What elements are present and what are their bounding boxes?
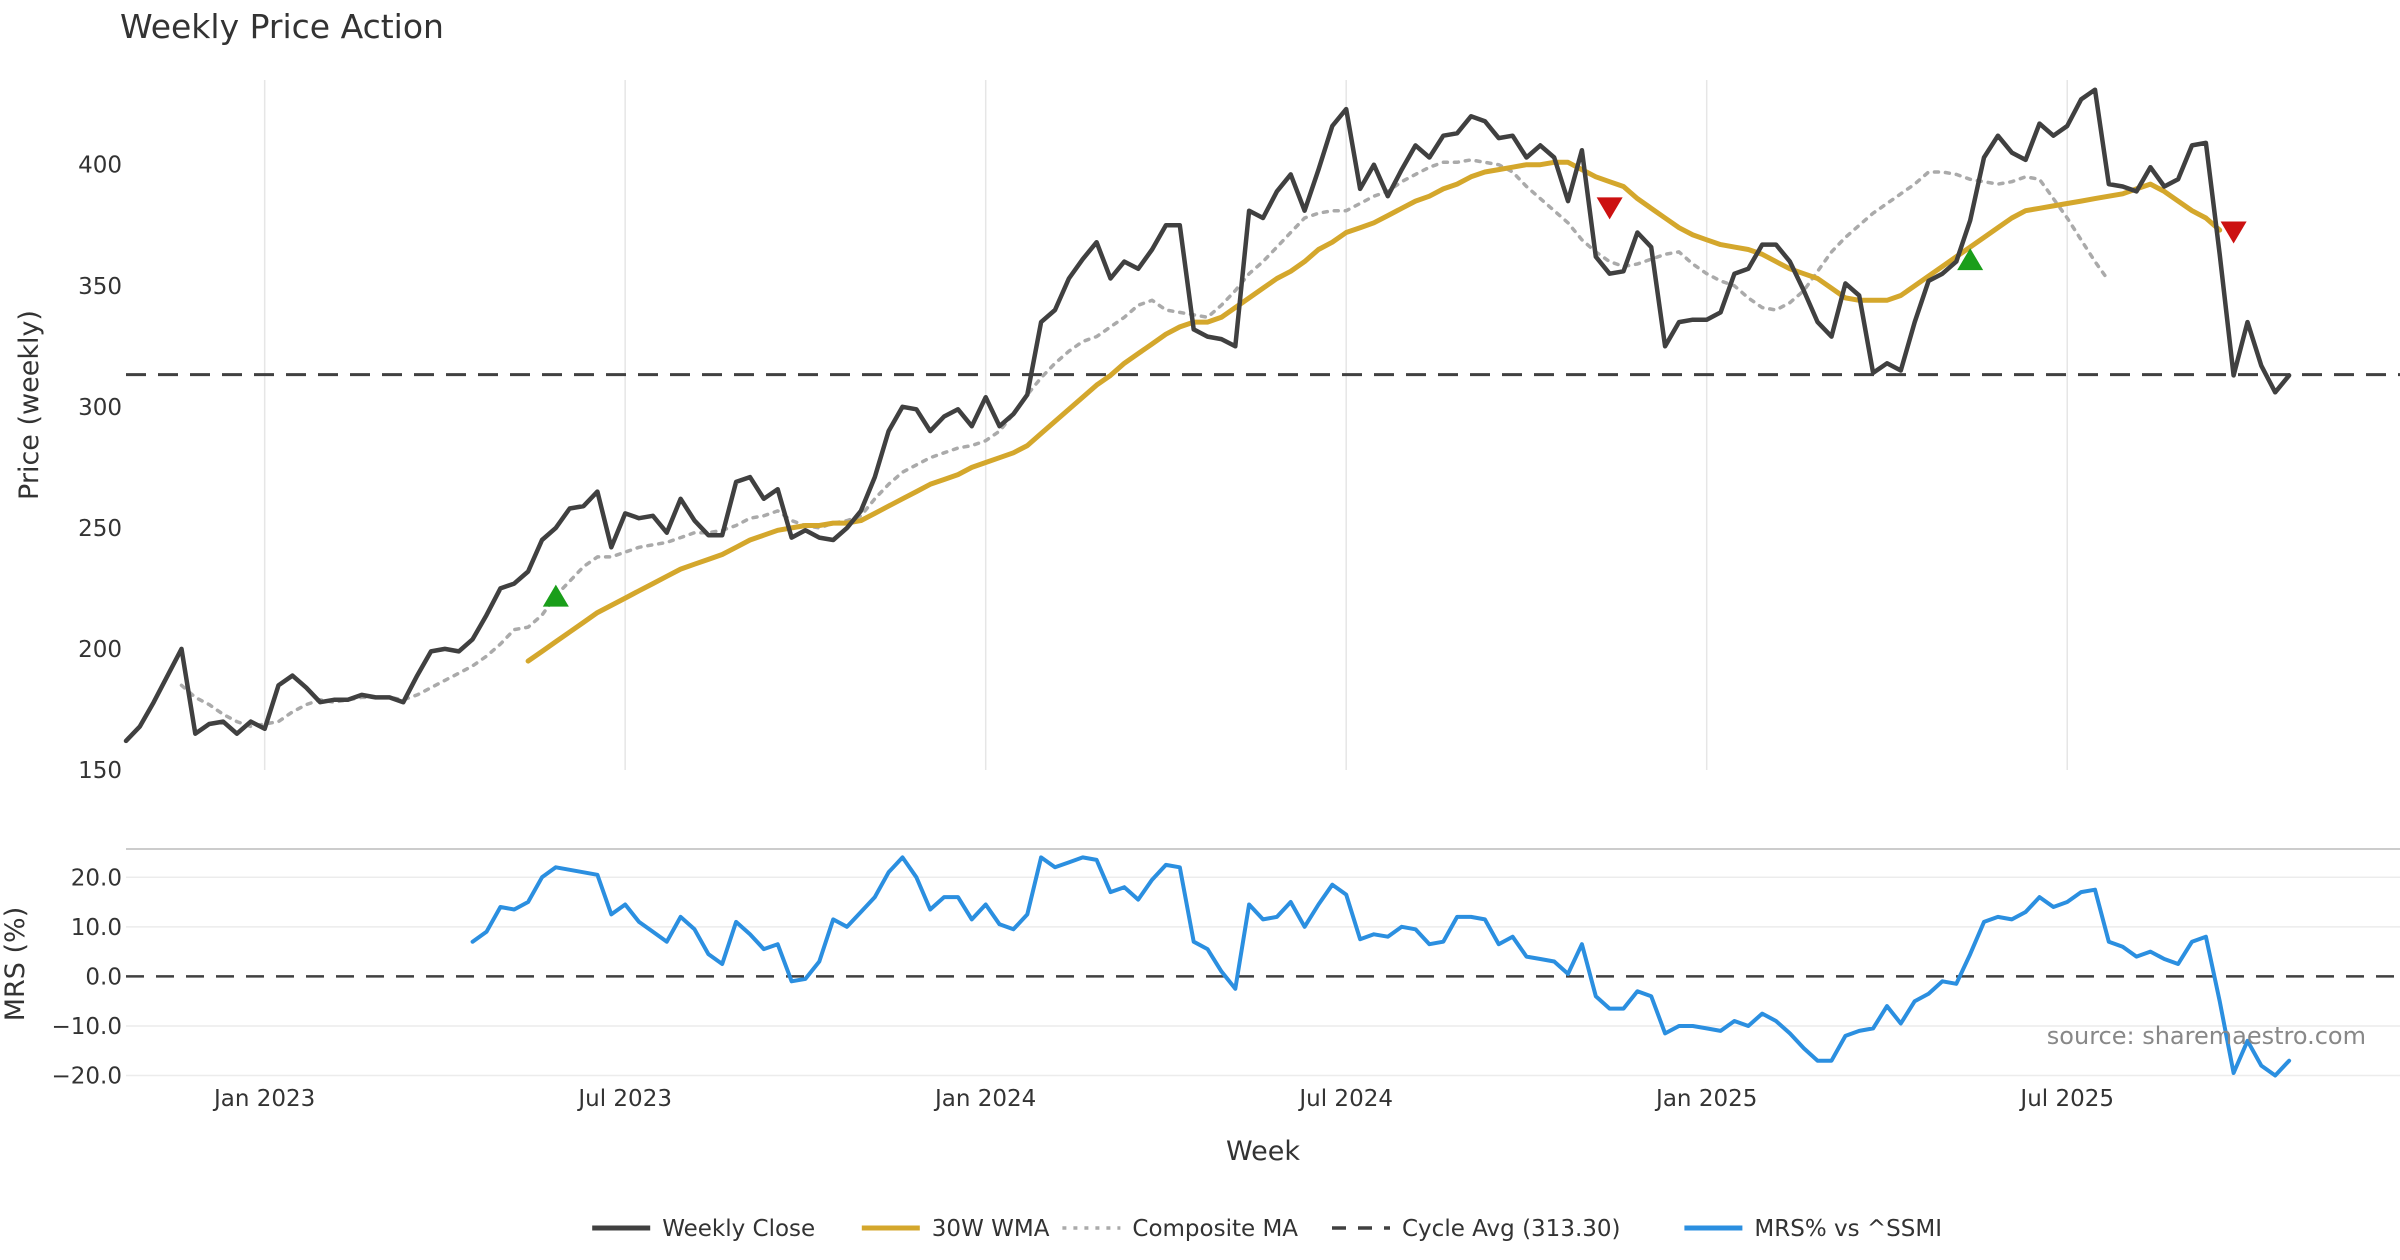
price-y-tick-200: 200 bbox=[78, 637, 122, 663]
price-series-group bbox=[123, 87, 2292, 744]
price-y-tick-250: 250 bbox=[78, 516, 122, 542]
price-y-tick-labels: 150 200 250 300 350 400 bbox=[78, 153, 122, 784]
series-line-composite-ma bbox=[179, 158, 2111, 729]
x-tick-labels: Jan 2023 Jul 2023 Jan 2024 Jul 2024 Jan 2025… bbox=[212, 1086, 2114, 1112]
price-gridlines bbox=[263, 80, 2068, 770]
legend: Weekly Close 30W WMA Composite MA Cycle Avg… bbox=[592, 1216, 1942, 1242]
mrs-y-tick-0: 0.0 bbox=[85, 964, 122, 990]
x-tick-jan-2023: Jan 2023 bbox=[212, 1086, 315, 1112]
legend-label: Cycle Avg (313.30) bbox=[1402, 1216, 1621, 1242]
buy-signal-marker bbox=[542, 584, 569, 607]
series-line-30w-wma bbox=[525, 159, 2223, 664]
chart-title: Weekly Price Action bbox=[120, 7, 444, 46]
mrs-y-tick-labels: −20.0 −10.0 0.0 10.0 20.0 bbox=[52, 865, 122, 1089]
price-y-tick-350: 350 bbox=[78, 274, 122, 300]
price-y-axis-label: Price (weekly) bbox=[14, 310, 45, 500]
signal-markers bbox=[542, 197, 2247, 607]
x-tick-jul-2023: Jul 2023 bbox=[576, 1086, 672, 1112]
x-tick-jan-2024: Jan 2024 bbox=[933, 1086, 1036, 1112]
mrs-y-tick-20: −20.0 bbox=[52, 1064, 122, 1090]
x-axis-label: Week bbox=[1226, 1136, 1300, 1167]
source-annotation: source: sharemaestro.com bbox=[2047, 1022, 2366, 1050]
legend-item-mrs-vs-ssmi: MRS% vs ^SSMI bbox=[1684, 1216, 1942, 1242]
mrs-gridlines bbox=[126, 876, 2400, 1077]
price-y-tick-150: 150 bbox=[78, 758, 122, 784]
legend-item-composite-ma: Composite MA bbox=[1062, 1216, 1298, 1242]
mrs-y-tick-20: 20.0 bbox=[71, 865, 122, 891]
legend-item-weekly-close: Weekly Close bbox=[592, 1216, 815, 1242]
sell-signal-marker bbox=[2220, 221, 2247, 244]
legend-label: 30W WMA bbox=[932, 1216, 1050, 1242]
series-line-weekly-close bbox=[123, 87, 2292, 744]
mrs-series-group bbox=[470, 855, 2292, 1078]
x-tick-jul-2025: Jul 2025 bbox=[2018, 1086, 2114, 1112]
series-line-mrs-vs-ssmi bbox=[470, 855, 2292, 1078]
buy-signal-marker bbox=[1957, 248, 1984, 271]
sell-signal-marker bbox=[1596, 197, 1623, 220]
legend-item-30w-wma: 30W WMA bbox=[861, 1216, 1050, 1242]
x-tick-jul-2024: Jul 2024 bbox=[1297, 1086, 1393, 1112]
mrs-panel: −20.0 −10.0 0.0 10.0 20.0 MRS (%) source: sh… bbox=[0, 855, 2400, 1090]
legend-label: Composite MA bbox=[1132, 1216, 1298, 1242]
price-y-tick-300: 300 bbox=[78, 395, 122, 421]
mrs-y-tick-10: 10.0 bbox=[71, 915, 122, 941]
mrs-y-tick-10: −10.0 bbox=[52, 1014, 122, 1040]
price-panel: 150 200 250 300 350 400 Price (weekly) bbox=[14, 80, 2400, 784]
price-y-tick-400: 400 bbox=[78, 153, 122, 179]
mrs-y-axis-label: MRS (%) bbox=[0, 907, 31, 1022]
legend-item-cycle-avg-313-30: Cycle Avg (313.30) bbox=[1332, 1216, 1621, 1242]
legend-label: MRS% vs ^SSMI bbox=[1754, 1216, 1942, 1242]
legend-label: Weekly Close bbox=[662, 1216, 815, 1242]
x-tick-jan-2025: Jan 2025 bbox=[1654, 1086, 1757, 1112]
